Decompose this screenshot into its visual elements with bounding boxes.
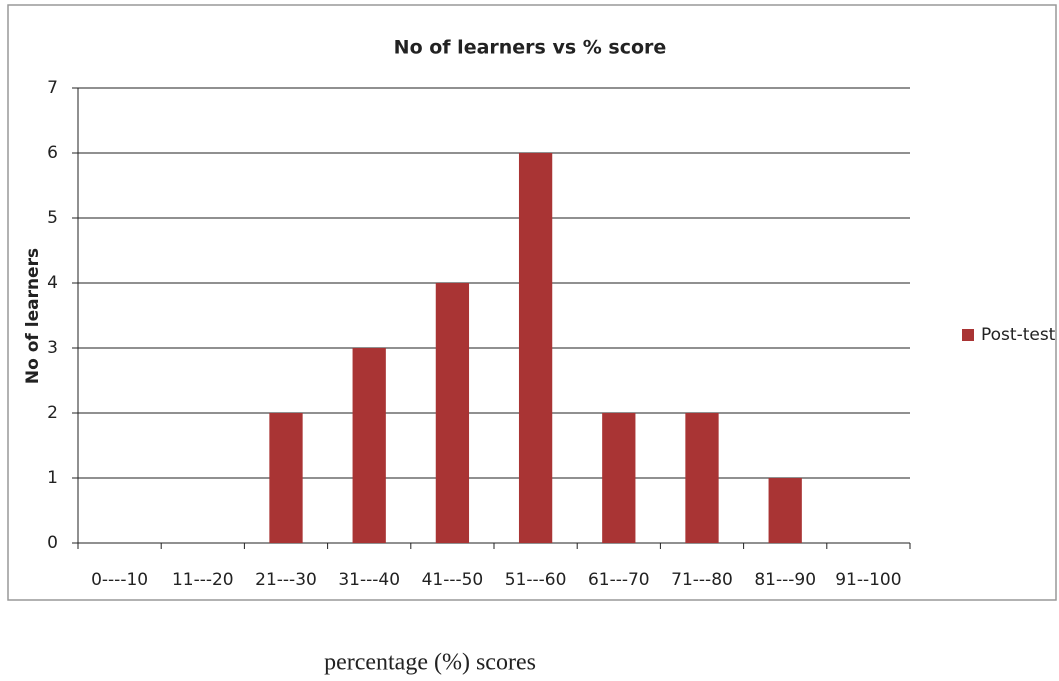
y-tick-label: 0	[47, 533, 58, 553]
x-axis-label: percentage (%) scores	[324, 650, 536, 676]
bar	[352, 348, 386, 543]
x-tick-label: 0----10	[91, 570, 148, 590]
y-tick-label: 1	[47, 468, 58, 488]
y-tick-label: 7	[47, 78, 58, 98]
bar	[518, 153, 553, 543]
x-tick-label: 21---30	[255, 570, 317, 590]
y-tick-label: 4	[47, 273, 58, 293]
y-tick-label: 5	[47, 208, 58, 228]
x-tick-label: 91--100	[835, 570, 901, 590]
x-tick-label: 11---20	[172, 570, 234, 590]
y-axis-label: No of learners	[23, 248, 43, 384]
bar	[685, 413, 719, 543]
legend-swatch	[962, 329, 974, 341]
legend-label: Post-test	[981, 325, 1056, 345]
x-tick-label: 71---80	[671, 570, 733, 590]
x-tick-label: 61---70	[588, 570, 650, 590]
chart-title: No of learners vs % score	[394, 37, 667, 59]
bar	[435, 283, 470, 543]
bar	[768, 478, 802, 543]
y-tick-label: 6	[47, 143, 58, 163]
bar	[602, 413, 636, 543]
y-tick-label: 2	[47, 403, 58, 423]
bar	[269, 413, 303, 543]
x-tick-label: 51---60	[505, 570, 567, 590]
x-tick-label: 41---50	[422, 570, 484, 590]
y-tick-label: 3	[47, 338, 58, 358]
x-tick-label: 31---40	[338, 570, 400, 590]
x-tick-label: 81---90	[754, 570, 816, 590]
